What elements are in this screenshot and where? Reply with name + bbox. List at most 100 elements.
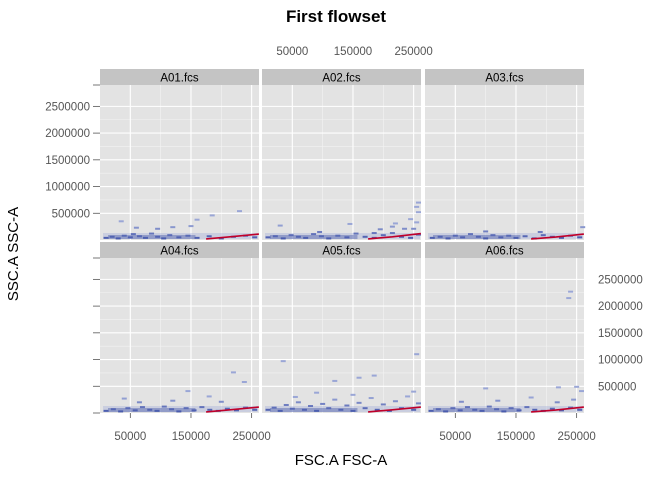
- density-point: [568, 290, 574, 293]
- density-point: [475, 235, 481, 238]
- density-point: [580, 226, 586, 229]
- density-point: [283, 403, 289, 406]
- density-band: [428, 406, 583, 412]
- density-point: [237, 210, 243, 213]
- density-band-core: [270, 235, 358, 239]
- density-point: [524, 406, 530, 409]
- density-point: [118, 410, 124, 413]
- density-point: [464, 406, 470, 409]
- density-point: [176, 236, 182, 239]
- density-point: [371, 232, 377, 235]
- density-point: [209, 214, 215, 217]
- density-point: [392, 400, 398, 403]
- density-point: [540, 234, 546, 237]
- density-point: [532, 408, 538, 411]
- density-point: [344, 236, 350, 239]
- strip-background: [262, 69, 421, 85]
- density-band: [428, 233, 583, 239]
- density-point: [280, 360, 286, 363]
- density-point: [443, 410, 449, 413]
- density-point: [428, 409, 434, 412]
- density-point: [207, 408, 213, 411]
- density-point: [199, 406, 205, 409]
- strip-label: A01.fcs: [160, 73, 199, 85]
- density-point: [233, 409, 239, 412]
- density-point: [513, 236, 519, 239]
- x-tick-label: 150000: [497, 431, 535, 443]
- density-point: [155, 235, 161, 238]
- density-point: [118, 220, 124, 223]
- x-tick-label: 150000: [334, 46, 372, 58]
- gate-curve: [368, 406, 421, 413]
- gate-curve: [368, 232, 421, 240]
- x-tick-label: 50000: [439, 431, 471, 443]
- density-point: [558, 409, 564, 412]
- y-tick-label: 1500000: [598, 328, 643, 340]
- density-point: [318, 235, 324, 238]
- y-tick-label: 1000000: [45, 182, 90, 194]
- density-point: [356, 376, 362, 379]
- density-point: [121, 234, 127, 237]
- density-point: [314, 391, 320, 394]
- density-point: [344, 404, 350, 407]
- density-point: [554, 401, 560, 404]
- axes: 500000 1000000 1500000 2000000 2500000 500000…: [45, 46, 643, 443]
- density-point: [414, 353, 420, 356]
- strip-background: [100, 69, 259, 85]
- density-point: [537, 230, 543, 233]
- density-point: [301, 408, 307, 411]
- y-tick-label: 2000000: [598, 301, 643, 313]
- density-point: [277, 409, 283, 412]
- density-point: [555, 386, 561, 389]
- strip-background: [262, 242, 421, 258]
- density-point: [522, 235, 528, 238]
- density-point: [288, 234, 294, 237]
- density-point: [103, 236, 109, 239]
- density-point: [571, 398, 577, 401]
- density-point: [149, 232, 155, 235]
- density-point: [167, 234, 173, 237]
- density-point: [508, 407, 514, 410]
- y-tick-label: 1500000: [45, 155, 90, 167]
- density-point: [139, 406, 145, 409]
- density-point: [577, 408, 583, 411]
- strip-background: [100, 242, 259, 258]
- density-point: [133, 226, 139, 229]
- density-point: [224, 407, 230, 410]
- density-point: [317, 230, 323, 233]
- density-point: [326, 237, 332, 240]
- density-point: [170, 226, 176, 229]
- x-tick-label: 250000: [557, 431, 595, 443]
- density-point: [130, 233, 136, 236]
- y-axis-label: SSC.A SSC-A: [5, 207, 22, 301]
- density-point: [411, 408, 417, 411]
- density-point: [435, 408, 441, 411]
- density-point: [415, 211, 421, 214]
- density-point: [188, 225, 194, 228]
- density-point: [415, 402, 421, 405]
- density-point: [450, 407, 456, 410]
- density-point: [479, 409, 485, 412]
- panel-background: [262, 258, 421, 413]
- density-point: [353, 232, 359, 235]
- chart-title: First flowset: [286, 7, 386, 26]
- density-point: [414, 205, 420, 208]
- density-point: [169, 408, 175, 411]
- panel-background: [262, 85, 421, 240]
- density-point: [486, 405, 492, 408]
- density-point: [103, 409, 109, 412]
- panel-background: [425, 85, 584, 240]
- density-point: [389, 232, 395, 235]
- density-point: [498, 236, 504, 239]
- density-point: [320, 402, 326, 405]
- gate-curve: [531, 233, 584, 240]
- density-point: [161, 237, 167, 240]
- density-point: [368, 397, 374, 400]
- x-axis-label: FSC.A FSC-A: [295, 452, 388, 469]
- density-point: [154, 409, 160, 412]
- density-point: [566, 297, 572, 300]
- panel-a04: A04.fcs: [100, 242, 259, 413]
- strip-label: A03.fcs: [485, 73, 524, 85]
- density-point: [402, 227, 408, 230]
